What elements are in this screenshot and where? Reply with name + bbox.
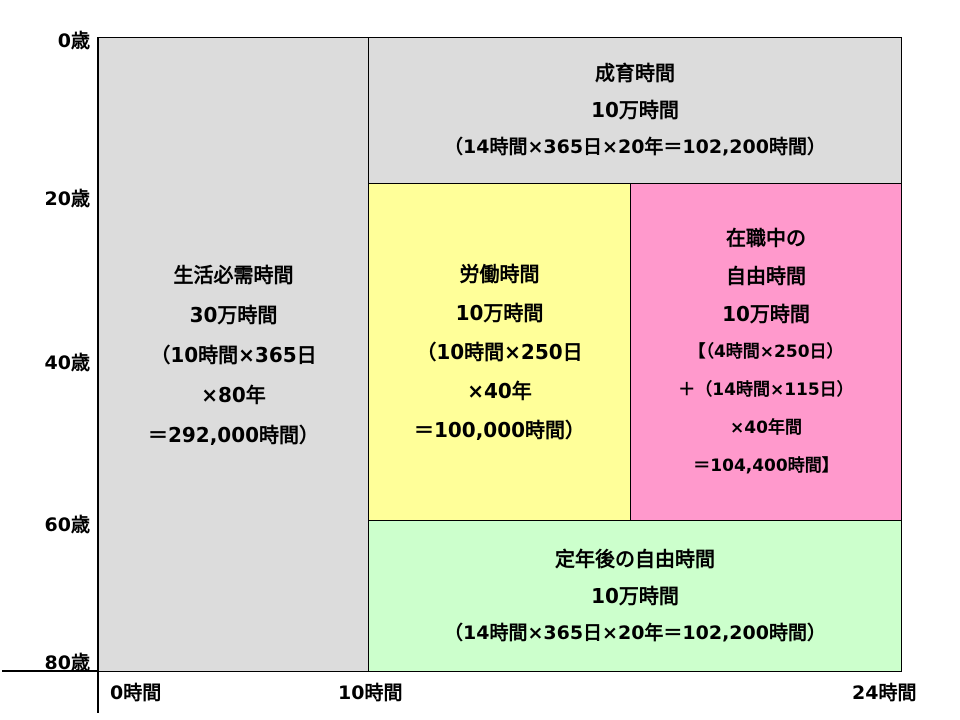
box-green: 定年後の自由時間 10万時間 （14時間×365日×20年＝102,200時間） <box>368 520 902 672</box>
x-label: 24時間 <box>852 682 917 704</box>
box-text: ＝104,400時間】 <box>693 456 839 476</box>
box-text: 労働時間 <box>459 261 540 286</box>
box-text: （10時間×365日 <box>150 342 317 367</box>
y-label: 20歳 <box>44 188 90 210</box>
y-label: 60歳 <box>44 514 90 536</box>
box-text: （14時間×365日×20年＝102,200時間） <box>444 136 826 158</box>
box-text: ＝292,000時間） <box>147 422 320 447</box>
y-label: 0歳 <box>57 30 90 52</box>
box-text: 自由時間 <box>726 264 806 288</box>
box-text: 30万時間 <box>189 302 278 327</box>
box-text: 定年後の自由時間 <box>555 546 715 571</box>
box-text: ＋（14時間×115日） <box>678 380 854 400</box>
box-text: ×40年 <box>467 378 532 403</box>
box-gray: 生活必需時間 30万時間 （10時間×365日 ×80年 ＝292,000時間） <box>98 37 369 672</box>
box-text: ×40年間 <box>730 418 802 438</box>
x-label: 10時間 <box>338 682 403 704</box>
box-yellow: 労働時間 10万時間 （10時間×250日 ×40年 ＝100,000時間） <box>368 183 631 521</box>
box-text: 10万時間 <box>591 98 679 122</box>
box-pink: 在職中の 自由時間 10万時間 【（4時間×250日） ＋（14時間×115日）… <box>630 183 902 521</box>
y-label: 40歳 <box>44 352 90 374</box>
box-text: （10時間×250日 <box>416 339 583 364</box>
x-label: 0時間 <box>110 682 162 704</box>
box-text: 【（4時間×250日） <box>688 342 844 362</box>
box-text: 10万時間 <box>591 583 679 608</box>
box-text: ×80年 <box>201 382 266 407</box>
box-text: 生活必需時間 <box>173 262 294 287</box>
y-label: 80歳 <box>44 652 90 674</box>
box-text: 10万時間 <box>455 300 544 325</box>
box-text: ＝100,000時間） <box>413 417 586 442</box>
box-text: 成育時間 <box>595 61 675 85</box>
box-top: 成育時間 10万時間 （14時間×365日×20年＝102,200時間） <box>368 37 902 184</box>
box-text: 10万時間 <box>722 302 810 326</box>
box-text: 在職中の <box>726 226 806 250</box>
box-text: （14時間×365日×20年＝102,200時間） <box>444 621 826 644</box>
